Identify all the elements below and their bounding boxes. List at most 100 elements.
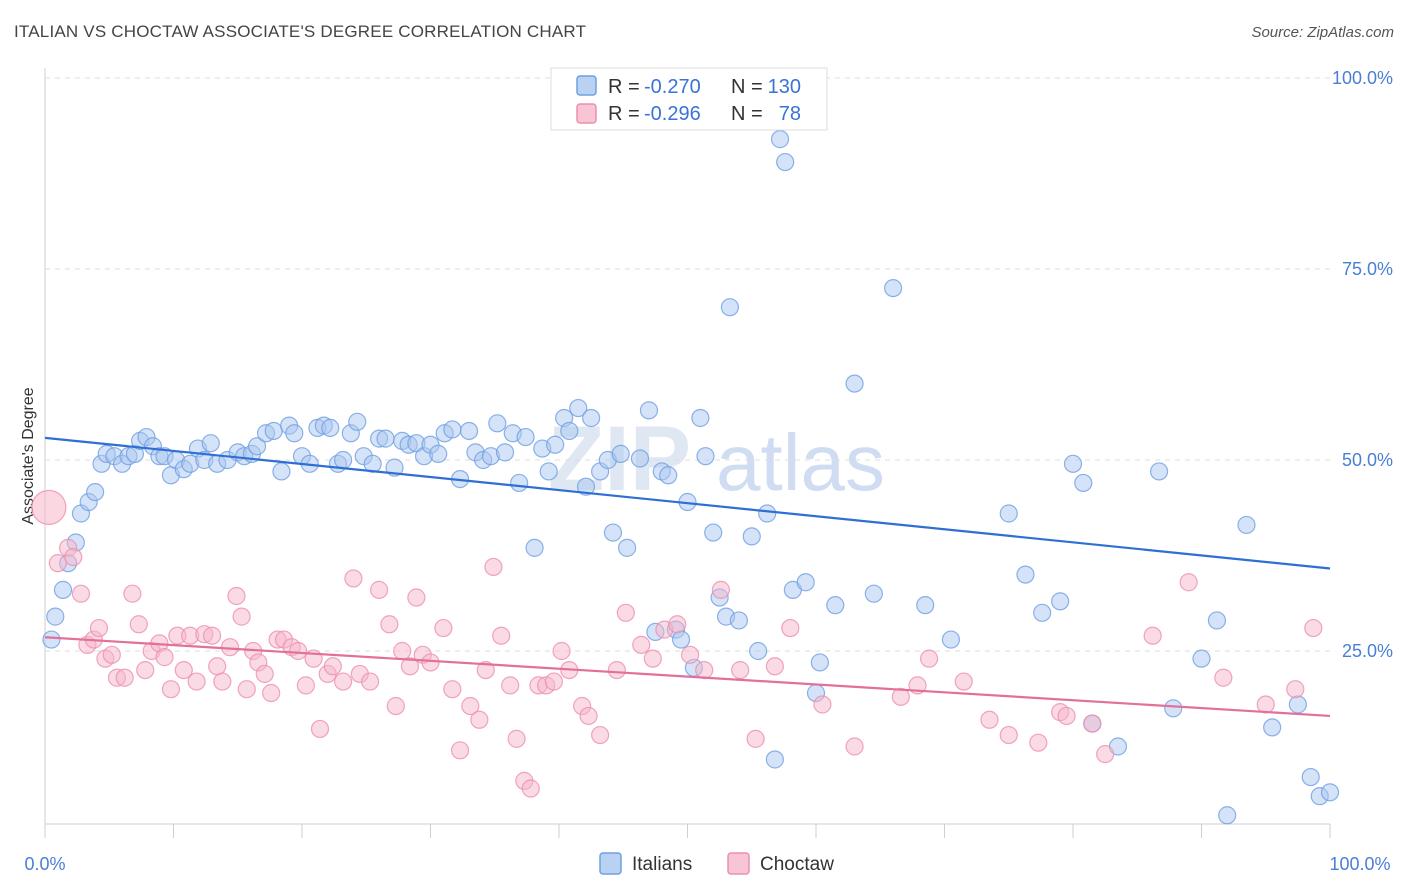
data-point-choctaw bbox=[765, 657, 784, 676]
data-point-italians bbox=[696, 447, 715, 466]
data-point-choctaw bbox=[262, 683, 281, 703]
data-point-choctaw bbox=[470, 710, 489, 729]
legend-swatch-italians bbox=[576, 75, 597, 96]
y-tick-label: 100.0% bbox=[1332, 68, 1393, 88]
data-point-choctaw bbox=[501, 676, 520, 695]
y-tick-labels: 25.0% 50.0% 75.0% 100.0% bbox=[1332, 68, 1393, 661]
data-point-choctaw bbox=[579, 706, 598, 726]
data-point-italians bbox=[272, 462, 291, 481]
data-point-choctaw bbox=[208, 657, 227, 676]
data-point-choctaw bbox=[202, 626, 222, 645]
data-point-choctaw bbox=[484, 557, 503, 577]
y-axis-title: Associate's Degree bbox=[20, 387, 37, 524]
data-point-italians bbox=[1016, 565, 1035, 584]
data-point-choctaw bbox=[232, 607, 251, 626]
data-point-choctaw bbox=[400, 657, 420, 676]
data-point-choctaw bbox=[461, 696, 480, 716]
data-point-choctaw bbox=[255, 664, 274, 684]
trendline-italians bbox=[44, 436, 1331, 570]
data-point-choctaw bbox=[919, 649, 939, 668]
data-point-choctaw bbox=[999, 725, 1018, 745]
data-point-italians bbox=[516, 427, 535, 447]
legend-n-value-italians: 130 bbox=[768, 76, 801, 98]
data-point-choctaw bbox=[1179, 573, 1198, 592]
watermark: ZIP atlas bbox=[548, 408, 885, 510]
data-point-choctaw bbox=[781, 618, 800, 638]
data-point-italians bbox=[86, 482, 105, 502]
watermark-atlas: atlas bbox=[716, 418, 885, 507]
data-point-italians bbox=[1320, 783, 1340, 802]
data-point-italians bbox=[618, 538, 637, 557]
data-point-choctaw bbox=[731, 660, 750, 680]
data-point-choctaw bbox=[643, 649, 662, 668]
trendlines bbox=[44, 436, 1331, 718]
data-point-choctaw bbox=[632, 635, 651, 654]
data-point-italians bbox=[1164, 699, 1183, 718]
data-point-choctaw bbox=[552, 641, 571, 661]
data-point-choctaw bbox=[1096, 745, 1115, 764]
data-point-choctaw bbox=[668, 615, 687, 634]
data-point-choctaw bbox=[711, 580, 731, 599]
data-point-italians bbox=[53, 580, 73, 599]
data-point-choctaw bbox=[89, 618, 109, 638]
data-point-italians bbox=[810, 653, 829, 672]
data-point-italians bbox=[1263, 718, 1282, 737]
data-point-italians bbox=[1207, 611, 1227, 630]
data-point-choctaw bbox=[334, 672, 353, 691]
legend-n-label-italians: N = bbox=[731, 76, 763, 98]
data-point-italians bbox=[334, 450, 353, 470]
data-point-choctaw bbox=[450, 741, 470, 760]
y-tick-label: 50.0% bbox=[1342, 450, 1393, 470]
y-tick-label: 25.0% bbox=[1342, 641, 1393, 661]
x-tick-label-left: 0.0% bbox=[24, 854, 65, 874]
data-point-italians bbox=[459, 421, 479, 441]
data-point-italians bbox=[321, 418, 340, 438]
gridlines bbox=[45, 77, 1330, 652]
data-point-italians bbox=[1063, 454, 1083, 473]
bottom-legend-swatch-choctaw bbox=[727, 852, 750, 875]
legend-r-value-italians: -0.270 bbox=[644, 76, 701, 98]
data-point-italians bbox=[729, 611, 749, 630]
data-point-choctaw bbox=[544, 672, 563, 691]
y-tick-label: 75.0% bbox=[1342, 259, 1393, 279]
data-point-italians bbox=[560, 421, 579, 441]
series-choctaw-points bbox=[31, 489, 1323, 798]
data-point-choctaw bbox=[71, 584, 91, 603]
data-point-italians bbox=[443, 420, 462, 439]
data-point-choctaw bbox=[174, 660, 193, 680]
data-point-choctaw bbox=[680, 645, 700, 664]
bottom-legend-label-italians: Italians bbox=[632, 854, 692, 875]
data-point-choctaw bbox=[607, 660, 626, 680]
data-point-italians bbox=[611, 444, 630, 463]
data-point-choctaw bbox=[296, 676, 315, 695]
data-point-choctaw bbox=[129, 615, 148, 634]
x-tick-label-right: 100.0% bbox=[1329, 854, 1390, 874]
data-point-italians bbox=[546, 435, 565, 454]
data-point-italians bbox=[247, 437, 267, 456]
data-point-choctaw bbox=[813, 695, 832, 714]
data-point-choctaw bbox=[213, 672, 232, 691]
data-point-choctaw bbox=[136, 660, 155, 680]
data-point-choctaw bbox=[1256, 695, 1275, 714]
data-point-italians bbox=[883, 279, 903, 298]
data-point-italians bbox=[1192, 649, 1211, 668]
data-point-italians bbox=[510, 473, 529, 493]
data-point-choctaw bbox=[289, 641, 308, 661]
data-point-choctaw bbox=[31, 489, 67, 525]
legend-r-label-choctaw: R = bbox=[608, 103, 640, 125]
data-point-italians bbox=[488, 414, 507, 433]
data-point-choctaw bbox=[237, 680, 256, 699]
chart-title: ITALIAN VS CHOCTAW ASSOCIATE'S DEGREE CO… bbox=[14, 22, 587, 41]
data-point-choctaw bbox=[591, 725, 610, 745]
data-point-choctaw bbox=[227, 586, 246, 606]
data-point-italians bbox=[576, 477, 596, 496]
data-point-italians bbox=[376, 429, 395, 448]
data-point-choctaw bbox=[954, 672, 973, 691]
data-point-italians bbox=[285, 424, 304, 443]
data-point-choctaw bbox=[1304, 618, 1323, 638]
data-point-choctaw bbox=[421, 653, 440, 672]
data-point-italians bbox=[826, 596, 845, 615]
data-point-italians bbox=[1237, 515, 1256, 535]
legend-r-label-italians: R = bbox=[608, 76, 640, 98]
data-point-choctaw bbox=[361, 672, 380, 691]
